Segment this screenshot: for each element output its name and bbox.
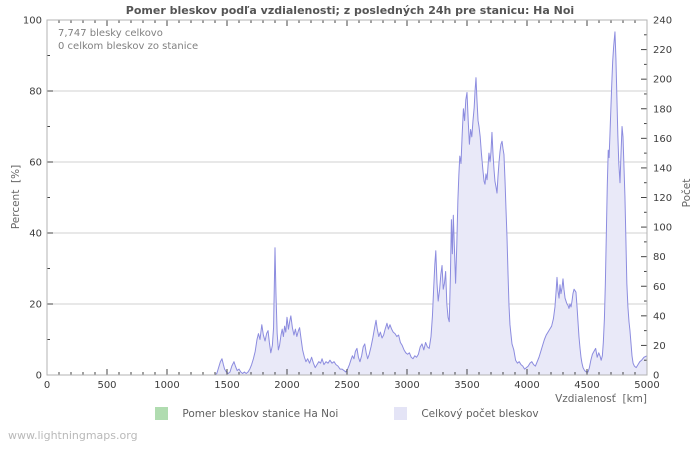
svg-text:40: 40: [653, 311, 666, 322]
svg-text:60: 60: [653, 282, 666, 293]
svg-text:40: 40: [29, 229, 42, 240]
green-legend-swatch: [155, 407, 169, 420]
svg-text:60: 60: [29, 158, 42, 169]
svg-text:4500: 4500: [574, 380, 599, 391]
svg-text:120: 120: [653, 193, 672, 204]
svg-text:500: 500: [97, 380, 116, 391]
svg-text:100: 100: [23, 16, 42, 27]
svg-text:4000: 4000: [514, 380, 539, 391]
plot-border: [46, 19, 648, 376]
svg-text:20: 20: [29, 300, 42, 311]
station-strikes-text: 0 celkom bleskov zo stanice: [58, 41, 199, 52]
gridlines: [47, 90, 647, 305]
legend-label-total-count: Celkový počet bleskov: [421, 407, 539, 420]
watermark-link[interactable]: www.lightningmaps.org: [8, 429, 138, 442]
svg-text:220: 220: [653, 45, 672, 56]
svg-text:0: 0: [36, 371, 42, 382]
right-axis-label: Počet: [681, 178, 693, 208]
svg-text:3500: 3500: [454, 380, 479, 391]
svg-text:2500: 2500: [334, 380, 359, 391]
chart-title: Pomer bleskov podľa vzdialenosti; z posl…: [125, 4, 575, 17]
right-tick-labels: 0 20 40 60 80 100 120 140 160 180 200 220 240: [653, 16, 672, 382]
svg-text:200: 200: [653, 75, 672, 86]
svg-text:0: 0: [44, 380, 50, 391]
svg-text:2000: 2000: [274, 380, 299, 391]
svg-text:1000: 1000: [154, 380, 179, 391]
data-series: [47, 31, 648, 376]
svg-text:0: 0: [653, 371, 659, 382]
chart-legend: Pomer bleskov stanice Ha Noi Celkový poč…: [47, 407, 647, 420]
svg-text:160: 160: [653, 134, 672, 145]
svg-text:240: 240: [653, 16, 672, 27]
lavender-legend-swatch: [394, 407, 408, 420]
left-axis-label: Percent [%]: [10, 164, 22, 230]
svg-text:180: 180: [653, 104, 672, 115]
totals-annotation: 7,747 blesky celkovo 0 celkom bleskov zo…: [58, 27, 198, 53]
left-tick-labels: 0 20 40 60 80 100: [23, 16, 42, 382]
total-strikes-text: 7,747 blesky celkovo: [58, 28, 163, 39]
svg-text:80: 80: [29, 87, 42, 98]
legend-item-station-ratio: Pomer bleskov stanice Ha Noi: [155, 407, 338, 420]
svg-text:5000: 5000: [634, 380, 659, 391]
x-axis-label: Vzdialenosť [km]: [555, 393, 647, 405]
legend-label-station-ratio: Pomer bleskov stanice Ha Noi: [182, 407, 339, 420]
x-tick-labels: 0 500 1000 1500 2000 2500 3000 3500 4000 4500 5000: [44, 380, 660, 391]
legend-item-total-count: Celkový počet bleskov: [394, 407, 539, 420]
svg-text:80: 80: [653, 252, 666, 263]
svg-text:100: 100: [653, 223, 672, 234]
svg-text:20: 20: [653, 341, 666, 352]
svg-text:1500: 1500: [214, 380, 239, 391]
svg-text:140: 140: [653, 163, 672, 174]
svg-text:3000: 3000: [394, 380, 419, 391]
